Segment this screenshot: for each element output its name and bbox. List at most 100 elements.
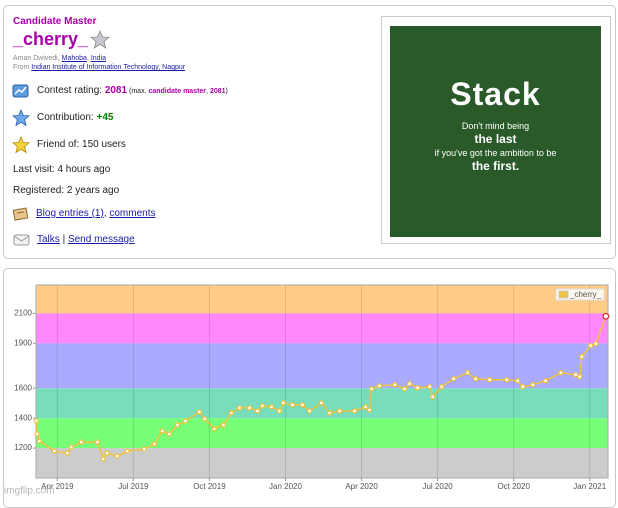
x-tick-label: Jul 2020	[422, 482, 453, 491]
rating-label: Contest rating:	[37, 85, 105, 96]
rating-point	[486, 377, 493, 383]
rating-point	[201, 416, 208, 422]
from-label: From	[13, 64, 32, 71]
rating-point	[577, 374, 583, 380]
rating-point	[104, 450, 110, 456]
rating-point	[124, 448, 130, 454]
rating-point	[306, 408, 313, 414]
rank-band	[36, 343, 608, 389]
full-name: Aman Dwivedi,	[13, 55, 62, 62]
x-tick-label: Oct 2019	[193, 482, 226, 491]
rating-point	[68, 444, 74, 450]
rating-point	[151, 441, 158, 447]
separator: ,	[103, 208, 110, 219]
rating-point	[318, 400, 325, 406]
rating-point	[94, 439, 101, 445]
x-tick-label: Jul 2019	[118, 482, 149, 491]
rating-point	[368, 386, 375, 392]
rating-point	[472, 376, 479, 382]
blog-entries-link[interactable]: Blog entries (1)	[36, 208, 104, 219]
rank: Candidate Master	[13, 16, 97, 27]
rating-point	[299, 402, 306, 408]
contest-rating: Contest rating: 2081 (max. candidate mas…	[37, 85, 228, 96]
close-paren: )	[225, 88, 228, 95]
max-label: (max.	[127, 88, 149, 95]
rating-point	[362, 404, 369, 410]
rating-point	[530, 382, 536, 388]
star-icon[interactable]	[90, 30, 110, 49]
legend-label: _cherry_	[569, 290, 602, 299]
talks: Talks | Send message	[37, 234, 135, 245]
rank-band	[36, 418, 608, 449]
rating-point	[114, 453, 120, 459]
rating-point	[326, 410, 333, 416]
y-tick-label: 1900	[14, 338, 32, 347]
rating-point	[276, 408, 283, 414]
send-message-link[interactable]: Send message	[67, 234, 135, 245]
rating-point	[504, 377, 510, 383]
rank-band	[36, 285, 608, 314]
y-tick-label: 1200	[14, 443, 32, 452]
rating-point	[427, 384, 433, 390]
ad-line: the last	[474, 132, 517, 146]
rating-point	[336, 408, 343, 414]
organization-link[interactable]: Indian Institute of Information Technolo…	[31, 64, 186, 71]
legend-swatch	[558, 290, 569, 299]
last-visit: Last visit: 4 hours ago	[13, 164, 111, 175]
rating-point	[514, 378, 521, 384]
rating-point	[259, 403, 266, 409]
rating-point	[228, 410, 234, 416]
comments-link[interactable]: comments	[109, 208, 156, 219]
rating-point	[174, 422, 181, 428]
rating-point	[211, 426, 217, 432]
rank-band	[36, 313, 608, 344]
rating-point	[520, 384, 526, 390]
max-rating: 2081	[209, 88, 226, 95]
registered: Registered: 2 years ago	[13, 185, 120, 196]
rating-icon	[12, 84, 29, 98]
rating-point	[34, 431, 40, 437]
separator: ,	[206, 88, 210, 95]
rating-point	[438, 384, 445, 390]
rating-point	[36, 438, 42, 444]
x-tick-label: Jan 2020	[269, 482, 302, 491]
ad-image[interactable]: Stack Don't mind being the last if you'v…	[390, 26, 601, 237]
plot-border	[35, 284, 609, 479]
contribution-value: +45	[96, 112, 114, 123]
rating-line	[35, 316, 607, 461]
ad-line: if you've got the ambition to be	[434, 148, 557, 158]
rating-point	[78, 439, 84, 445]
rating-point	[573, 372, 579, 378]
rating-point	[451, 376, 457, 382]
y-tick-label: 2100	[14, 309, 32, 318]
x-tick-label: Apr 2020	[345, 482, 378, 491]
rating-point	[236, 405, 243, 411]
rating-point	[414, 385, 421, 391]
rating-point	[254, 408, 261, 414]
rating-point	[588, 342, 594, 349]
contribution-label: Contribution:	[37, 112, 97, 123]
rating-point	[166, 431, 172, 437]
handle: _cherry_	[13, 29, 89, 49]
rating-point	[401, 386, 408, 392]
rating-point	[376, 383, 383, 389]
rating-point	[220, 422, 227, 428]
talks-icon	[13, 234, 30, 246]
rating-value: 2081	[104, 85, 128, 96]
rating-point	[182, 418, 189, 424]
rating-point	[64, 450, 70, 456]
city-link[interactable]: Mahoba	[61, 55, 87, 62]
rating-point	[141, 446, 147, 452]
rating-point	[558, 370, 564, 376]
y-tick-label: 1400	[14, 413, 32, 422]
location: Aman Dwivedi, Mahoba, India	[13, 55, 106, 62]
rating-point	[268, 404, 275, 410]
contribution-icon	[12, 109, 30, 127]
friend-icon	[12, 136, 30, 154]
country-link[interactable]: India	[90, 55, 107, 62]
organization: From Indian Institute of Information Tec…	[13, 64, 185, 71]
rating-point	[196, 409, 203, 415]
friends: Friend of: 150 users	[37, 139, 126, 150]
talks-link[interactable]: Talks	[37, 234, 60, 245]
